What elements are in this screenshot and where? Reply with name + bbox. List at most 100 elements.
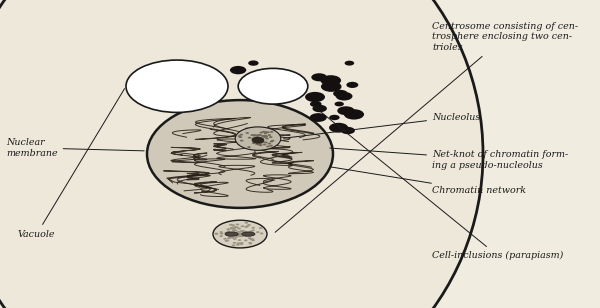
Text: Nuclear
membrane: Nuclear membrane bbox=[6, 138, 144, 157]
Circle shape bbox=[237, 233, 241, 235]
Circle shape bbox=[263, 144, 266, 145]
Circle shape bbox=[251, 227, 255, 229]
Circle shape bbox=[310, 113, 327, 122]
Circle shape bbox=[235, 236, 238, 238]
Circle shape bbox=[268, 143, 271, 144]
Circle shape bbox=[230, 66, 246, 74]
Circle shape bbox=[239, 230, 243, 232]
Circle shape bbox=[220, 231, 223, 233]
Circle shape bbox=[238, 68, 308, 104]
Circle shape bbox=[263, 136, 266, 138]
Circle shape bbox=[245, 222, 248, 224]
Circle shape bbox=[215, 233, 218, 235]
Circle shape bbox=[235, 226, 239, 228]
Circle shape bbox=[214, 233, 218, 234]
Circle shape bbox=[227, 230, 230, 232]
Circle shape bbox=[337, 106, 355, 115]
Circle shape bbox=[259, 140, 263, 141]
Circle shape bbox=[237, 242, 241, 244]
Circle shape bbox=[220, 233, 224, 235]
Circle shape bbox=[261, 141, 265, 143]
Circle shape bbox=[264, 131, 268, 133]
Circle shape bbox=[220, 235, 223, 237]
Circle shape bbox=[247, 146, 251, 148]
Circle shape bbox=[235, 127, 281, 150]
Circle shape bbox=[321, 81, 341, 92]
Circle shape bbox=[320, 75, 341, 86]
Circle shape bbox=[248, 237, 251, 239]
Circle shape bbox=[259, 227, 262, 229]
Circle shape bbox=[240, 235, 244, 237]
Circle shape bbox=[257, 139, 260, 140]
Circle shape bbox=[341, 127, 355, 134]
Circle shape bbox=[310, 93, 322, 99]
Circle shape bbox=[241, 234, 244, 236]
Circle shape bbox=[253, 135, 256, 136]
Circle shape bbox=[256, 141, 260, 143]
Circle shape bbox=[236, 231, 240, 233]
Circle shape bbox=[235, 234, 238, 236]
Circle shape bbox=[256, 138, 260, 140]
Circle shape bbox=[269, 136, 272, 138]
Circle shape bbox=[263, 136, 266, 138]
Circle shape bbox=[224, 232, 228, 234]
Circle shape bbox=[247, 234, 251, 236]
Ellipse shape bbox=[0, 0, 483, 308]
Circle shape bbox=[233, 228, 236, 230]
Text: Chromatin network: Chromatin network bbox=[330, 167, 526, 196]
Circle shape bbox=[236, 244, 239, 246]
Circle shape bbox=[233, 238, 236, 240]
Circle shape bbox=[258, 138, 262, 140]
Circle shape bbox=[251, 239, 255, 241]
Circle shape bbox=[256, 231, 260, 233]
Circle shape bbox=[239, 243, 243, 245]
Circle shape bbox=[231, 233, 235, 235]
Circle shape bbox=[239, 136, 242, 138]
Circle shape bbox=[265, 138, 269, 140]
Circle shape bbox=[256, 137, 259, 139]
Circle shape bbox=[247, 224, 251, 226]
Ellipse shape bbox=[242, 232, 255, 236]
Circle shape bbox=[255, 137, 259, 139]
Circle shape bbox=[233, 226, 237, 228]
Circle shape bbox=[245, 234, 248, 236]
Circle shape bbox=[226, 240, 229, 241]
Circle shape bbox=[311, 73, 327, 81]
Text: Cell-inclusions (parapiasm): Cell-inclusions (parapiasm) bbox=[314, 107, 563, 260]
Circle shape bbox=[255, 135, 259, 136]
Circle shape bbox=[246, 232, 250, 234]
Circle shape bbox=[239, 233, 242, 234]
Circle shape bbox=[238, 235, 242, 237]
Text: Net-knot of chromatin form-
ing a pseudo-nucleolus: Net-knot of chromatin form- ing a pseudo… bbox=[330, 148, 568, 170]
Circle shape bbox=[231, 224, 235, 226]
Circle shape bbox=[257, 138, 260, 140]
Circle shape bbox=[253, 134, 257, 136]
Circle shape bbox=[233, 226, 236, 228]
Circle shape bbox=[271, 140, 274, 142]
Circle shape bbox=[223, 238, 227, 240]
Circle shape bbox=[240, 140, 244, 142]
Circle shape bbox=[229, 224, 233, 226]
Circle shape bbox=[239, 134, 243, 136]
Circle shape bbox=[265, 136, 268, 137]
Circle shape bbox=[228, 237, 232, 238]
Text: Centrosome consisting of cen-
trosphere enclosing two cen-
trioles: Centrosome consisting of cen- trosphere … bbox=[275, 22, 578, 232]
Circle shape bbox=[213, 220, 267, 248]
Circle shape bbox=[269, 141, 273, 143]
Circle shape bbox=[243, 232, 247, 234]
Circle shape bbox=[251, 233, 254, 235]
Text: Vacuole: Vacuole bbox=[18, 89, 125, 239]
Circle shape bbox=[238, 239, 241, 241]
Circle shape bbox=[230, 227, 234, 229]
Circle shape bbox=[263, 135, 266, 137]
Circle shape bbox=[262, 131, 266, 133]
Circle shape bbox=[266, 131, 270, 133]
Circle shape bbox=[335, 102, 344, 106]
Circle shape bbox=[344, 109, 364, 120]
Circle shape bbox=[256, 134, 260, 136]
Circle shape bbox=[240, 242, 244, 244]
Circle shape bbox=[258, 140, 262, 141]
Circle shape bbox=[258, 140, 262, 142]
Circle shape bbox=[256, 138, 260, 140]
Circle shape bbox=[259, 132, 263, 133]
